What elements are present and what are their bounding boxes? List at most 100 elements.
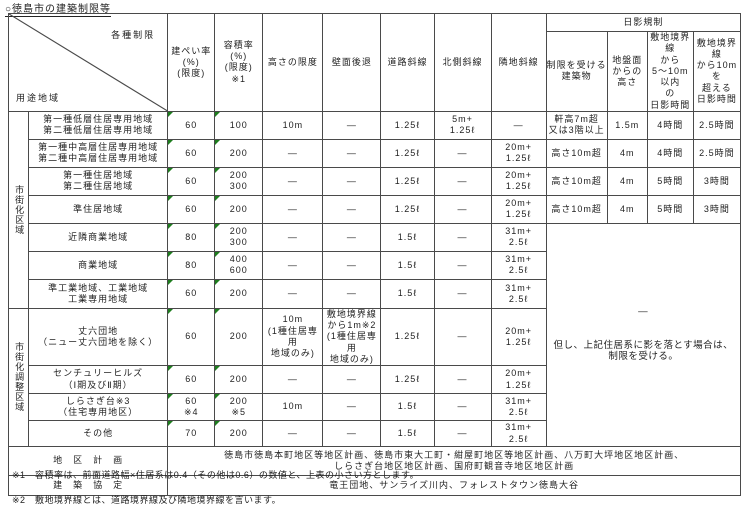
comment-marker-icon bbox=[168, 196, 174, 201]
cell-setback: — bbox=[322, 393, 382, 421]
cell-shadow-over-10m: 3時間 bbox=[692, 194, 742, 224]
cell-far-value: 200 bbox=[229, 373, 248, 384]
cell-coverage: 60 ※4 bbox=[167, 393, 216, 421]
cell-adjacent-slant: 20m+ 1.25ℓ bbox=[490, 365, 547, 394]
cell-coverage: 60 bbox=[167, 365, 216, 394]
table-row: 市街化調整区域 丈六団地 （ニュー丈六団地を除く） 60 200 10m (1種… bbox=[7, 307, 741, 448]
section-label-urbanization-area: 市街化区域 bbox=[7, 110, 30, 309]
comment-marker-icon bbox=[168, 280, 174, 285]
comment-marker-icon bbox=[215, 140, 221, 145]
cell-north-slant: — bbox=[433, 138, 492, 168]
cell-road-slant: 1.25ℓ bbox=[380, 110, 435, 140]
comment-marker-icon bbox=[215, 112, 221, 117]
cell-road-slant: 1.25ℓ bbox=[380, 166, 435, 196]
cell-far-value: 200 ※5 bbox=[229, 395, 248, 417]
cell-adjacent-slant: 31m+ 2.5ℓ bbox=[490, 393, 547, 421]
cell-north-slant: 5m+ 1.25ℓ bbox=[433, 110, 492, 140]
cell-road-slant: 1.25ℓ bbox=[380, 138, 435, 168]
cell-district-name: 丈六団地 （ニュー丈六団地を除く） bbox=[28, 307, 169, 367]
comment-marker-icon bbox=[168, 421, 174, 426]
table-row: その他 70 200 — — 1.5ℓ — 31m+ 2.5ℓ bbox=[9, 420, 741, 447]
table-row: 商業地域 80 400 600 — — 1.5ℓ — 31m+ 2.5ℓ bbox=[9, 250, 741, 280]
cell-adjacent-slant: 20m+ 1.25ℓ bbox=[490, 166, 547, 196]
cell-adjacent-slant: 20m+ 1.25ℓ bbox=[490, 138, 547, 168]
comment-marker-icon bbox=[215, 421, 221, 426]
cell-height-limit: 10m (1種住居専用 地域のみ) bbox=[262, 307, 324, 367]
comment-marker-icon bbox=[215, 280, 221, 285]
col-header-wall-setback: 壁面後退 bbox=[322, 13, 382, 112]
cell-building-agreement-label: 建 築 協 定 bbox=[7, 475, 169, 496]
corner-header-cell: 各種制限 用途地域 bbox=[7, 13, 169, 112]
cell-coverage-value: 80 bbox=[185, 259, 198, 270]
cell-setback: — bbox=[322, 278, 382, 309]
cell-far-value: 200 bbox=[229, 147, 248, 158]
comment-marker-icon bbox=[215, 394, 221, 399]
table-row: 準住居地域 60 200 — — 1.25ℓ — 20m+ 1.25ℓ 高さ10… bbox=[9, 194, 742, 224]
comment-marker-icon bbox=[168, 224, 174, 229]
cell-district-name: 準住居地域 bbox=[28, 194, 169, 224]
col-header-restricted-buildings: 制限を受ける 建築物 bbox=[545, 31, 608, 112]
cell-shadow-ground: 1.5m bbox=[606, 110, 648, 140]
cell-coverage-value: 60 bbox=[185, 288, 198, 299]
col-header-adjacent-slant: 隣地斜線 bbox=[490, 13, 547, 112]
cell-far-value: 200 bbox=[229, 288, 248, 299]
col-header-road-slant: 道路斜線 bbox=[380, 13, 435, 112]
cell-adjacent-slant: 31m+ 2.5ℓ bbox=[490, 250, 547, 280]
cell-coverage-value: 60 bbox=[185, 175, 198, 186]
cell-adjacent-slant: 20m+ 1.25ℓ bbox=[490, 307, 547, 367]
cell-district-name: 第一種中高層住居専用地域 第二種中高層住居専用地域 bbox=[28, 138, 169, 168]
comment-marker-icon bbox=[168, 112, 174, 117]
cell-far: 400 600 bbox=[214, 250, 264, 280]
cell-coverage: 60 bbox=[167, 166, 216, 196]
cell-district-name: センチュリーヒルズ （Ⅰ期及びⅡ期） bbox=[28, 365, 169, 394]
cell-far: 200 bbox=[214, 194, 264, 224]
table-row: 第一種住居地域 第二種住居地域 60 200 300 — — 1.25ℓ — 2… bbox=[9, 166, 742, 196]
cell-coverage-value: 60 bbox=[185, 119, 198, 130]
cell-shadow-buildings: 高さ10m超 bbox=[545, 194, 608, 224]
col-header-floor-area-ratio: 容積率 (%) (限度) ※1 bbox=[214, 13, 264, 112]
table-row: 市街化区域 第一種低層住居専用地域 第二種低層住居専用地域 60 100 10m… bbox=[7, 110, 742, 309]
cell-coverage: 70 bbox=[167, 420, 216, 447]
cell-far: 200 bbox=[214, 278, 264, 309]
table-row: 第一種中高層住居専用地域 第二種中高層住居専用地域 60 200 — — 1.2… bbox=[9, 138, 742, 168]
footnote-2: ※2 敷地境界線とは、道路境界線及び隣地境界線を言います。 bbox=[12, 495, 282, 506]
cell-shadow-ground: 4m bbox=[606, 194, 648, 224]
cell-north-slant: — bbox=[433, 365, 492, 394]
cell-road-slant: 1.5ℓ bbox=[380, 393, 435, 421]
cell-height-limit: 10m bbox=[262, 393, 324, 421]
col-header-shadow-regulation-group: 日影規制 bbox=[545, 13, 742, 32]
cell-shadow-ground: 4m bbox=[606, 166, 648, 196]
cell-shadow-buildings: 軒高7m超 又は3階以上 bbox=[545, 110, 608, 140]
cell-north-slant: — bbox=[433, 307, 492, 367]
cell-adjacent-slant: 20m+ 1.25ℓ bbox=[490, 194, 547, 224]
cell-shadow-5-10m: 4時間 bbox=[646, 138, 694, 168]
cell-north-slant: — bbox=[433, 166, 492, 196]
cell-shadow-over-10m: 2.5時間 bbox=[692, 110, 742, 140]
cell-far: 200 bbox=[214, 365, 264, 394]
cell-coverage: 60 bbox=[167, 307, 216, 367]
corner-label-use-district: 用途地域 bbox=[16, 92, 61, 103]
cell-coverage: 60 bbox=[167, 138, 216, 168]
comment-marker-icon bbox=[215, 196, 221, 201]
cell-far: 200 300 bbox=[214, 166, 264, 196]
corner-label-restrictions: 各種制限 bbox=[111, 30, 156, 40]
col-header-north-slant: 北側斜線 bbox=[433, 13, 492, 112]
cell-district-plan-label: 地 区 計 画 bbox=[7, 446, 169, 476]
col-header-height-limit: 高さの限度 bbox=[262, 13, 324, 112]
cell-far: 200 bbox=[214, 138, 264, 168]
cell-far: 100 bbox=[214, 110, 264, 140]
cell-far-value: 100 bbox=[229, 119, 248, 130]
cell-coverage-value: 70 bbox=[185, 427, 198, 438]
cell-shadow-5-10m: 4時間 bbox=[646, 110, 694, 140]
cell-road-slant: 1.5ℓ bbox=[380, 278, 435, 309]
cell-height-limit: — bbox=[262, 420, 324, 447]
comment-marker-icon bbox=[168, 366, 174, 371]
cell-setback: 敷地境界線 から1m※2 (1種住居専用 地域のみ) bbox=[322, 307, 382, 367]
cell-coverage: 60 bbox=[167, 194, 216, 224]
restrictions-table: 各種制限 用途地域 建ぺい率 (%) (限度) 容積率 (%) (限度) ※1 … bbox=[7, 13, 742, 496]
table-row: 近隣商業地域 80 200 300 — — 1.5ℓ — 31m+ 2.5ℓ —… bbox=[9, 222, 742, 448]
cell-road-slant: 1.25ℓ bbox=[380, 307, 435, 367]
cell-setback: — bbox=[322, 138, 382, 168]
cell-coverage-value: 60 bbox=[185, 331, 198, 342]
